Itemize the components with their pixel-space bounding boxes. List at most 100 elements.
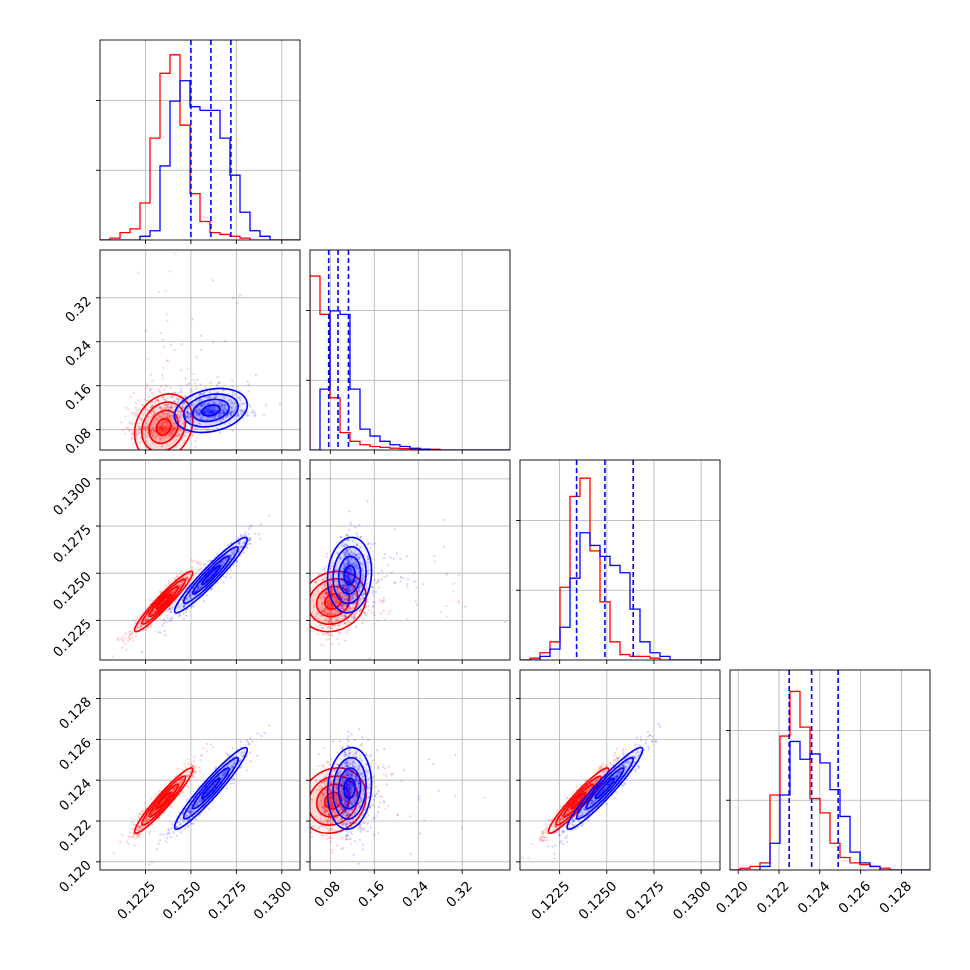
- scatter-point: [351, 597, 354, 600]
- scatter-point: [145, 425, 148, 429]
- scatter-point: [141, 414, 145, 417]
- scatter-point: [223, 403, 226, 406]
- scatter-point: [364, 590, 367, 593]
- scatter-point: [339, 607, 343, 611]
- scatter-point: [236, 414, 240, 417]
- scatter-point: [326, 626, 330, 629]
- scatter-point: [159, 425, 162, 429]
- scatter-point: [328, 599, 332, 602]
- scatter-point: [342, 584, 345, 587]
- scatter-point: [165, 413, 168, 416]
- scatter-point: [382, 596, 385, 600]
- scatter-point: [180, 580, 184, 583]
- scatter-point: [239, 398, 242, 402]
- scatter-point: [324, 585, 327, 589]
- scatter-point: [325, 601, 328, 604]
- scatter-point: [323, 583, 326, 586]
- scatter-point: [194, 594, 197, 597]
- scatter-point: [199, 404, 203, 408]
- scatter-point: [219, 413, 222, 416]
- scatter-point: [367, 572, 370, 575]
- scatter-point: [183, 604, 187, 607]
- scatter-point: [195, 410, 198, 413]
- scatter-point: [190, 403, 194, 406]
- scatter-point: [443, 545, 446, 549]
- scatter-point: [178, 614, 181, 618]
- scatter-point: [322, 578, 325, 581]
- scatter-point: [355, 554, 358, 557]
- scatter-point: [346, 604, 349, 607]
- scatter-point: [152, 421, 155, 424]
- scatter-point: [135, 437, 138, 441]
- scatter-point: [185, 586, 188, 589]
- scatter-point: [194, 409, 197, 413]
- scatter-point: [221, 411, 224, 415]
- scatter-point: [196, 411, 199, 415]
- scatter-point: [210, 410, 213, 413]
- scatter-point: [171, 417, 175, 420]
- scatter-point: [111, 655, 114, 658]
- scatter-point: [217, 403, 221, 406]
- scatter-point: [160, 429, 163, 432]
- scatter-point: [229, 409, 232, 412]
- scatter-point: [184, 575, 188, 578]
- scatter-point: [363, 611, 366, 614]
- scatter-point: [162, 426, 165, 430]
- scatter-point: [368, 609, 371, 612]
- scatter-point: [347, 573, 351, 577]
- scatter-point: [347, 589, 350, 592]
- scatter-point: [234, 549, 237, 552]
- scatter-point: [139, 430, 142, 434]
- scatter-point: [173, 391, 177, 395]
- scatter-point: [162, 412, 165, 416]
- scatter-point: [324, 593, 328, 596]
- scatter-point: [170, 343, 173, 347]
- scatter-point: [306, 616, 308, 618]
- scatter-point: [325, 613, 329, 616]
- scatter-point: [209, 396, 212, 399]
- scatter-point: [361, 622, 364, 625]
- scatter-point: [186, 411, 190, 414]
- scatter-point: [209, 381, 212, 384]
- scatter-point: [241, 409, 244, 412]
- scatter-point: [170, 405, 173, 409]
- scatter-point: [235, 548, 238, 551]
- scatter-point: [221, 403, 224, 406]
- scatter-point: [198, 413, 201, 416]
- scatter-point: [220, 404, 224, 408]
- scatter-point: [346, 572, 350, 576]
- scatter-point: [348, 561, 351, 565]
- scatter-point: [145, 429, 148, 432]
- scatter-point: [189, 418, 192, 422]
- scatter-point: [262, 413, 265, 416]
- scatter-point: [163, 414, 166, 418]
- scatter-point: [240, 402, 243, 405]
- scatter-point: [154, 437, 157, 440]
- scatter-point: [218, 400, 221, 403]
- y-tick-label: 0.1225: [50, 616, 95, 661]
- scatter-point: [268, 611, 270, 613]
- scatter-point: [358, 585, 362, 588]
- scatter-point: [194, 770, 197, 773]
- scatter-point: [326, 592, 329, 595]
- scatter-point: [329, 613, 332, 617]
- scatter-point: [254, 532, 257, 535]
- scatter-point: [209, 411, 212, 414]
- scatter-point: [208, 390, 212, 394]
- panel-3-0: 0.1225 0.1250 0.1275 0.13000.1200.1220.1240…: [56, 669, 301, 923]
- scatter-point: [248, 537, 252, 540]
- scatter-point: [330, 626, 333, 630]
- scatter-point: [345, 576, 349, 579]
- scatter-point: [166, 428, 169, 431]
- scatter-point: [325, 592, 328, 595]
- scatter-point: [152, 428, 155, 431]
- scatter-point: [236, 302, 239, 305]
- scatter-point: [216, 376, 219, 379]
- scatter-point: [325, 612, 328, 616]
- scatter-point: [254, 414, 257, 417]
- scatter-point: [359, 546, 362, 549]
- scatter-point: [248, 525, 252, 528]
- scatter-point: [328, 638, 331, 641]
- scatter-point: [174, 405, 177, 408]
- scatter-point: [210, 587, 213, 590]
